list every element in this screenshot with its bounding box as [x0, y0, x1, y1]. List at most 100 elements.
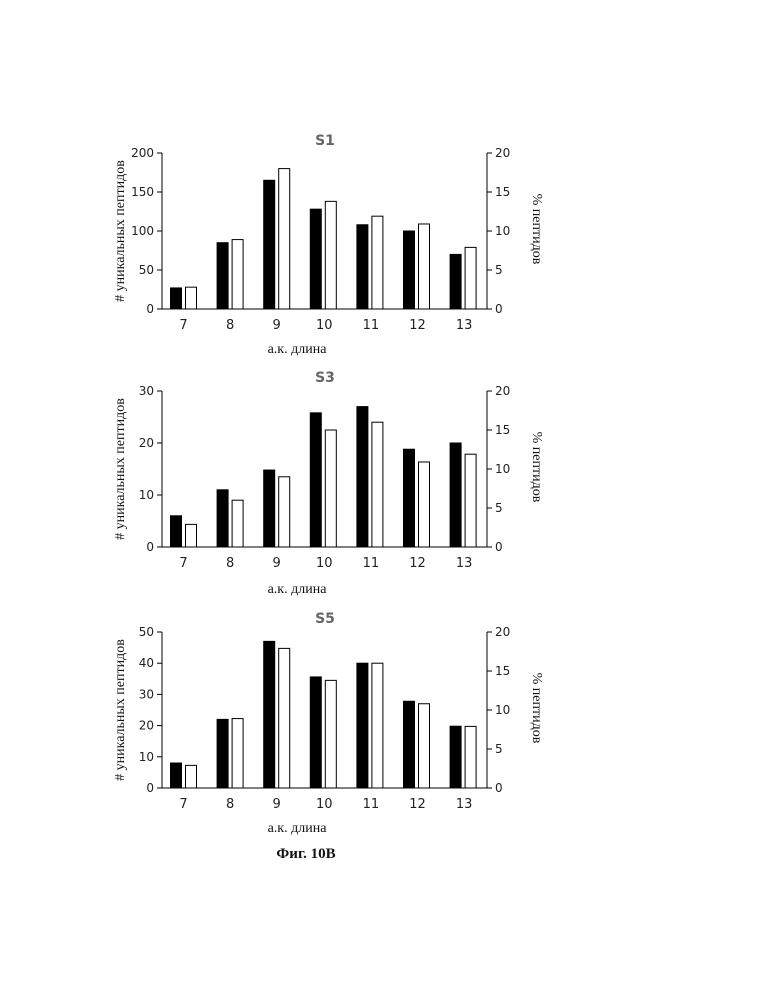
- count-bar: [310, 413, 321, 547]
- x-tick-label: 9: [273, 556, 281, 571]
- left-tick-label: 0: [146, 302, 154, 316]
- percent-bar: [419, 462, 430, 547]
- x-tick-label: 11: [363, 797, 380, 812]
- percent-bar: [279, 648, 290, 788]
- count-bar: [264, 470, 275, 547]
- right-tick-label: 15: [495, 185, 510, 199]
- left-tick-label: 20: [139, 719, 154, 733]
- left-tick-label: 20: [139, 436, 154, 450]
- chart-title: S3: [315, 370, 335, 386]
- left-tick-label: 10: [139, 750, 154, 764]
- x-axis-label: а.к. длина: [268, 582, 328, 597]
- percent-bar: [465, 247, 476, 309]
- count-bar: [310, 677, 321, 788]
- percent-bar: [325, 680, 336, 788]
- x-axis-label: а.к. длина: [268, 342, 328, 357]
- right-tick-label: 20: [495, 384, 510, 398]
- right-tick-label: 5: [495, 501, 503, 515]
- percent-bar: [232, 240, 243, 309]
- left-tick-label: 40: [139, 656, 154, 670]
- right-tick-label: 0: [495, 302, 503, 316]
- x-tick-label: 7: [179, 556, 187, 571]
- right-tick-label: 10: [495, 224, 510, 238]
- left-tick-label: 50: [139, 263, 154, 277]
- x-tick-label: 12: [409, 556, 426, 571]
- left-tick-label: 10: [139, 488, 154, 502]
- count-bar: [450, 254, 461, 309]
- count-bar: [450, 726, 461, 788]
- right-tick-label: 0: [495, 540, 503, 554]
- percent-bar: [325, 201, 336, 309]
- left-tick-label: 0: [146, 781, 154, 795]
- left-axis-label: # уникальных пептидов: [113, 160, 128, 302]
- x-tick-label: 9: [273, 797, 281, 812]
- x-tick-label: 10: [316, 797, 333, 812]
- left-tick-label: 100: [131, 224, 154, 238]
- count-bar: [450, 443, 461, 547]
- percent-bar: [325, 430, 336, 547]
- percent-bar: [186, 287, 197, 309]
- right-tick-label: 20: [495, 146, 510, 160]
- chart-title: S5: [315, 611, 335, 627]
- count-bar: [357, 663, 368, 788]
- count-bar: [217, 719, 228, 788]
- count-bar: [404, 231, 415, 309]
- right-tick-label: 10: [495, 703, 510, 717]
- right-tick-label: 10: [495, 462, 510, 476]
- percent-bar: [186, 524, 197, 547]
- x-tick-label: 9: [273, 318, 281, 333]
- x-tick-label: 8: [226, 556, 234, 571]
- left-axis-label: # уникальных пептидов: [113, 639, 128, 781]
- left-tick-label: 150: [131, 185, 154, 199]
- x-tick-label: 13: [456, 797, 473, 812]
- left-tick-label: 30: [139, 384, 154, 398]
- percent-bar: [419, 224, 430, 309]
- percent-bar: [279, 477, 290, 547]
- left-tick-label: 200: [131, 146, 154, 160]
- x-tick-label: 10: [316, 318, 333, 333]
- x-tick-label: 7: [179, 318, 187, 333]
- percent-bar: [372, 663, 383, 788]
- right-tick-label: 5: [495, 742, 503, 756]
- percent-bar: [186, 765, 197, 788]
- x-tick-label: 13: [456, 556, 473, 571]
- percent-bar: [465, 726, 476, 788]
- percent-bar: [465, 454, 476, 547]
- x-tick-label: 13: [456, 318, 473, 333]
- chart-s1: S10501001502000510152078910111213а.к. дл…: [113, 133, 544, 357]
- count-bar: [171, 763, 182, 788]
- chart-s3: S301020300510152078910111213а.к. длина# …: [113, 370, 544, 597]
- left-axis-label: # уникальных пептидов: [113, 398, 128, 540]
- right-axis-label: % пептидов: [529, 432, 544, 503]
- count-bar: [171, 288, 182, 309]
- x-tick-label: 8: [226, 318, 234, 333]
- right-tick-label: 0: [495, 781, 503, 795]
- x-axis-label: а.к. длина: [268, 821, 328, 836]
- count-bar: [264, 180, 275, 309]
- right-tick-label: 5: [495, 263, 503, 277]
- right-axis-label: % пептидов: [529, 673, 544, 744]
- left-tick-label: 30: [139, 687, 154, 701]
- count-bar: [357, 225, 368, 309]
- count-bar: [217, 243, 228, 309]
- x-tick-label: 10: [316, 556, 333, 571]
- right-tick-label: 20: [495, 625, 510, 639]
- left-tick-label: 50: [139, 625, 154, 639]
- count-bar: [357, 407, 368, 547]
- count-bar: [310, 209, 321, 309]
- x-tick-label: 7: [179, 797, 187, 812]
- x-tick-label: 12: [409, 797, 426, 812]
- count-bar: [404, 449, 415, 547]
- x-tick-label: 11: [363, 556, 380, 571]
- x-tick-label: 11: [363, 318, 380, 333]
- percent-bar: [419, 704, 430, 788]
- percent-bar: [372, 422, 383, 547]
- count-bar: [217, 490, 228, 547]
- count-bar: [404, 701, 415, 788]
- count-bar: [171, 516, 182, 547]
- x-tick-label: 12: [409, 318, 426, 333]
- percent-bar: [232, 719, 243, 788]
- x-tick-label: 8: [226, 797, 234, 812]
- figure-caption: Фиг. 10B: [0, 846, 612, 863]
- right-axis-label: % пептидов: [529, 194, 544, 265]
